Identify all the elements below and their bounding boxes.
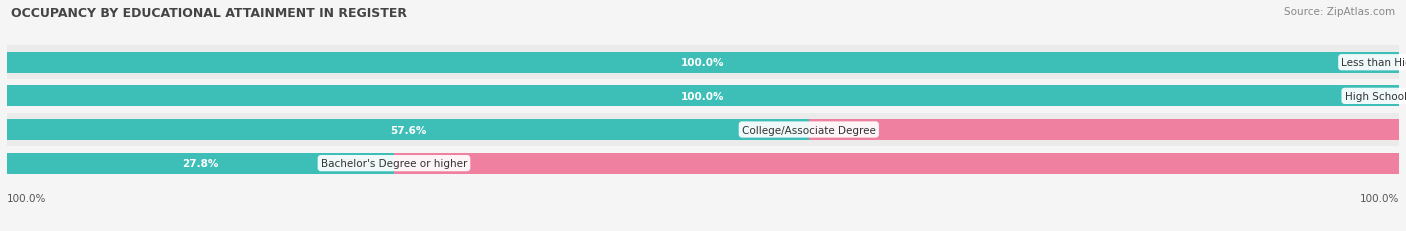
Bar — [7, 120, 808, 140]
Text: High School Diploma: High School Diploma — [1344, 91, 1406, 101]
Bar — [7, 153, 394, 174]
Bar — [7, 147, 1399, 180]
Text: 27.8%: 27.8% — [183, 158, 219, 168]
Bar — [7, 80, 1399, 113]
Bar — [808, 120, 1399, 140]
Text: 57.6%: 57.6% — [389, 125, 426, 135]
Text: 100.0%: 100.0% — [682, 58, 724, 68]
Bar — [7, 113, 1399, 147]
Bar — [7, 53, 1399, 73]
Text: 57.6%: 57.6% — [755, 125, 787, 135]
Text: 27.8%: 27.8% — [340, 158, 373, 168]
Text: Bachelor's Degree or higher: Bachelor's Degree or higher — [321, 158, 467, 168]
Bar — [7, 46, 1399, 80]
Text: College/Associate Degree: College/Associate Degree — [742, 125, 876, 135]
Text: OCCUPANCY BY EDUCATIONAL ATTAINMENT IN REGISTER: OCCUPANCY BY EDUCATIONAL ATTAINMENT IN R… — [11, 7, 408, 20]
Text: Source: ZipAtlas.com: Source: ZipAtlas.com — [1284, 7, 1395, 17]
Bar — [7, 86, 1399, 107]
Bar — [394, 153, 1399, 174]
Text: 100.0%: 100.0% — [1360, 193, 1399, 203]
Text: 100.0%: 100.0% — [7, 193, 46, 203]
Text: 100.0%: 100.0% — [682, 91, 724, 101]
Text: Less than High School: Less than High School — [1341, 58, 1406, 68]
